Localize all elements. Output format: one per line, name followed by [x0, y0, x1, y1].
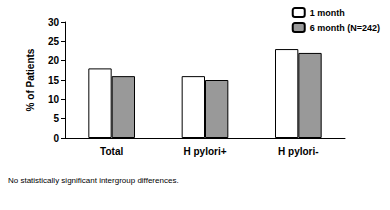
- svg-text:% of Patients: % of Patients: [25, 48, 36, 111]
- svg-text:10: 10: [48, 94, 60, 105]
- svg-text:15: 15: [48, 75, 60, 86]
- svg-text:0: 0: [53, 133, 59, 144]
- svg-text:No statistically significant i: No statistically significant intergroup …: [8, 176, 179, 185]
- svg-text:1 month: 1 month: [310, 8, 345, 18]
- svg-text:H pylori-: H pylori-: [278, 146, 319, 157]
- svg-text:20: 20: [48, 55, 60, 66]
- svg-text:30: 30: [48, 17, 60, 28]
- svg-text:H pylori+: H pylori+: [183, 146, 226, 157]
- svg-text:Total: Total: [100, 146, 123, 157]
- svg-text:25: 25: [48, 36, 60, 47]
- svg-text:5: 5: [53, 113, 59, 124]
- svg-text:6 month (N=242): 6 month (N=242): [310, 23, 380, 33]
